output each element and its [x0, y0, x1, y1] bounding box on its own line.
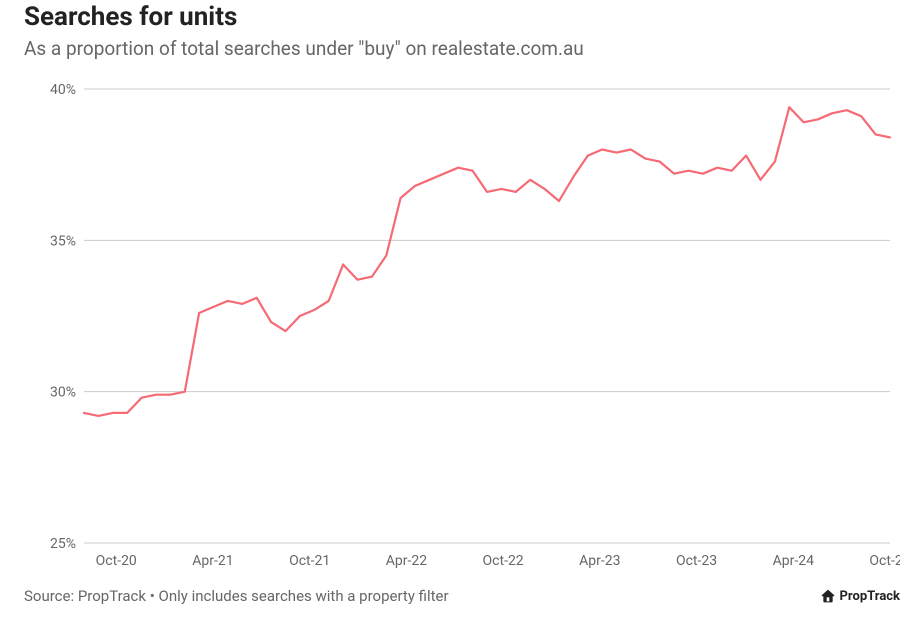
y-tick-label: 40%	[50, 82, 76, 98]
x-tick-label: Oct-23	[676, 553, 717, 569]
chart-area: 25% 30% 35% 40% Oct-20 Apr-21 Oct-21 Apr-22 Oct-…	[24, 75, 900, 575]
x-tick-label: Apr-24	[773, 553, 814, 569]
x-tick-label: Apr-23	[579, 553, 620, 569]
x-tick-label: Oct-21	[289, 553, 330, 569]
x-tick-label: Oct-20	[96, 553, 137, 569]
chart-title: Searches for units	[24, 2, 900, 33]
y-tick-label: 35%	[50, 233, 76, 249]
series-line	[84, 107, 890, 416]
brand-logo: PropTrack	[820, 588, 900, 604]
house-icon	[820, 588, 836, 604]
x-tick-label: Apr-22	[386, 553, 427, 569]
brand-text: PropTrack	[840, 589, 900, 604]
x-tick-label: Oct-24	[869, 553, 900, 569]
x-tick-label: Oct-22	[483, 553, 524, 569]
y-tick-label: 25%	[50, 536, 76, 552]
source-note: Source: PropTrack • Only includes search…	[24, 587, 449, 605]
line-chart-svg: 25% 30% 35% 40% Oct-20 Apr-21 Oct-21 Apr-22 Oct-…	[24, 75, 900, 575]
y-tick-label: 30%	[50, 385, 76, 401]
x-tick-label: Apr-21	[192, 553, 233, 569]
chart-subtitle: As a proportion of total searches under …	[24, 37, 900, 61]
